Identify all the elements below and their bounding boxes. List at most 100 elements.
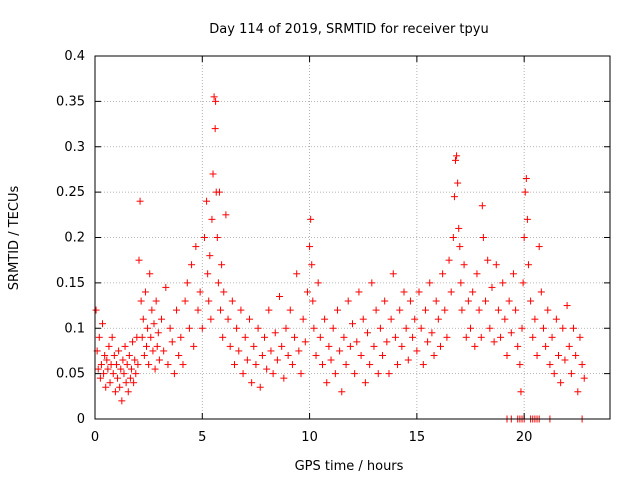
data-point [295,347,303,355]
data-point [145,361,153,369]
data-point [559,324,567,332]
data-point [316,333,324,341]
data-point [517,388,525,396]
data-point [233,324,241,332]
data-point [212,97,220,105]
data-point [342,361,350,369]
data-point [492,261,500,269]
y-tick-label: 0.05 [56,367,85,382]
data-point [514,342,522,350]
data-point [452,156,459,164]
data-point [106,379,114,387]
data-point [469,288,477,296]
data-point [166,324,174,332]
data-point [198,324,206,332]
data-point [460,261,468,269]
data-point [139,315,147,323]
axis-ticks: 0 0.05 0.1 0.15 0.2 0.25 0.3 0.35 0.4 0 5 10 15 20 [56,49,610,445]
data-point [263,365,271,373]
data-point [396,306,404,314]
data-point [150,320,158,328]
data-point [246,315,253,323]
data-point [127,365,135,373]
data-point [215,188,223,196]
data-point [203,197,211,205]
data-point [214,279,222,287]
data-point [125,351,133,359]
data-point [548,333,556,341]
data-point [456,243,464,251]
data-point [219,333,227,341]
data-point [276,292,284,300]
data-point [567,370,575,378]
data-point [391,333,399,341]
data-point [372,306,380,314]
data-point [501,315,509,323]
data-point [394,361,402,369]
data-point [220,288,228,296]
data-point [458,306,466,314]
data-point [555,351,562,359]
data-point [116,383,124,391]
data-point [138,333,146,341]
data-point [351,370,359,378]
data-point [524,261,532,269]
data-point [434,315,442,323]
data-point [398,342,406,350]
data-point [499,279,507,287]
data-point [432,297,440,305]
data-point [146,270,154,278]
data-point [170,370,178,378]
data-point [144,324,152,332]
data-point [477,333,485,341]
data-point [436,342,444,350]
data-point [523,215,531,223]
x-tick-label: 15 [409,430,426,445]
data-point [447,288,455,296]
data-point [291,333,299,341]
data-point [445,256,453,264]
data-point [402,324,410,332]
data-point [389,270,397,278]
data-point [527,297,535,305]
data-point [252,361,260,369]
data-point [177,333,185,341]
data-point [119,356,127,364]
data-point [243,356,251,364]
data-point [331,370,339,378]
chart-title: Day 114 of 2019, SRMTID for receiver tpy… [209,22,488,37]
data-point [297,370,305,378]
data-point [135,256,143,264]
data-point [271,329,279,337]
data-point [533,351,541,359]
data-point [520,234,528,241]
data-point [535,243,543,251]
data-point [497,333,505,341]
data-point [557,379,565,387]
data-point [114,374,122,382]
data-point [344,297,352,305]
data-point [158,315,166,323]
y-tick-label: 0.15 [56,276,85,291]
data-point [282,324,290,332]
data-point [109,370,117,378]
data-point [329,324,337,332]
data-points [92,93,588,423]
data-point [122,379,130,387]
data-point [572,351,580,359]
data-point [208,215,216,223]
data-point [293,270,301,278]
data-point [411,315,419,323]
data-point [237,306,245,314]
data-point [419,361,427,369]
data-point [301,338,309,346]
data-point [310,324,318,332]
data-point [505,297,513,305]
data-point [488,283,496,291]
data-point [97,361,105,369]
data-point [94,365,102,373]
data-point [512,306,520,314]
data-point [149,347,157,355]
data-point [112,361,120,369]
data-point [323,379,331,387]
